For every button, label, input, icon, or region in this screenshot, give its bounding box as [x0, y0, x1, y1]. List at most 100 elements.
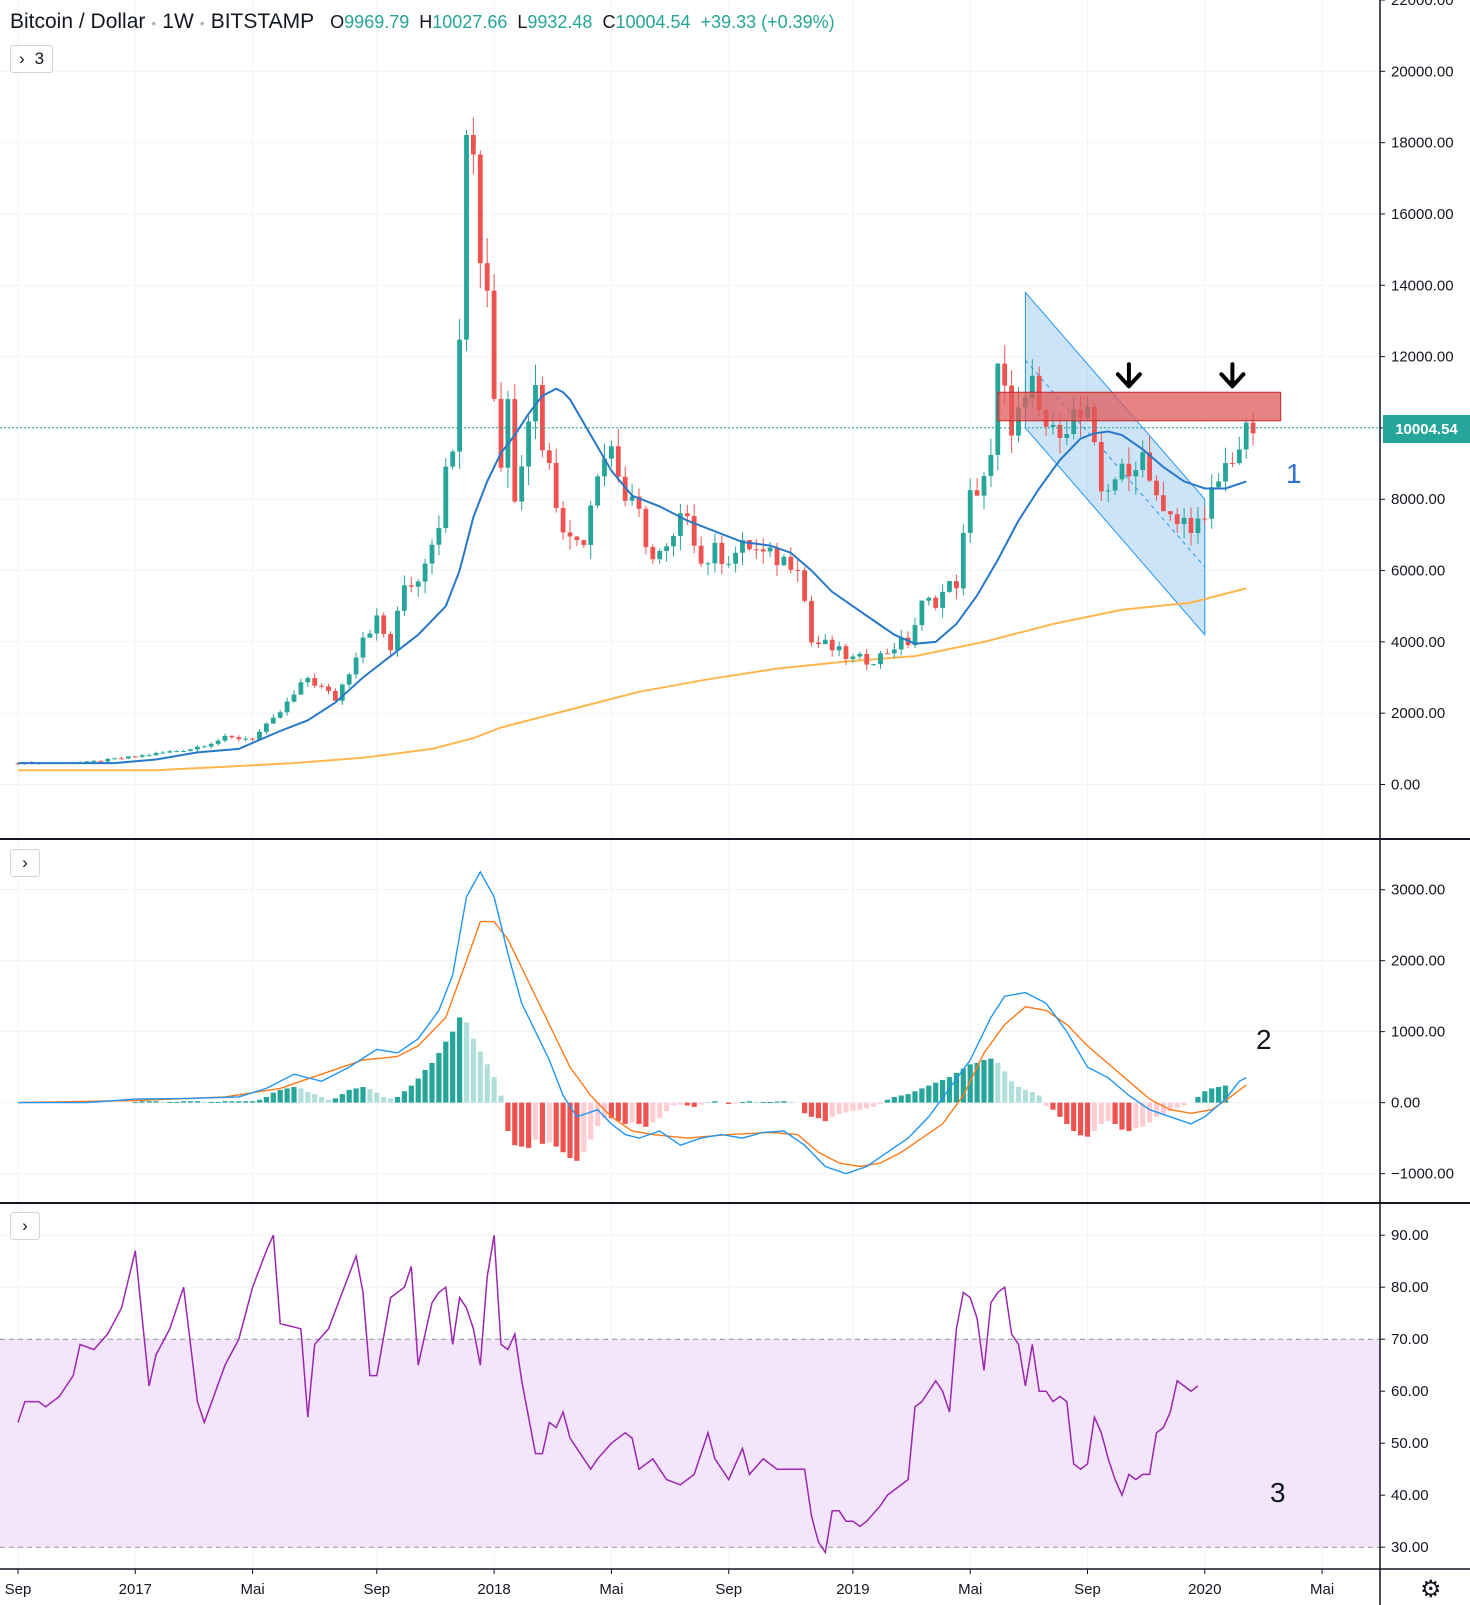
macd-histogram-bar [153, 1101, 159, 1103]
macd-histogram-bar [277, 1089, 283, 1103]
macd-histogram-bar [1098, 1102, 1104, 1124]
macd-histogram-bar [1057, 1102, 1063, 1117]
macd-histogram-bar [1222, 1085, 1229, 1103]
legend-separator: • [151, 15, 157, 31]
candle-body [229, 735, 235, 738]
macd-histogram-bar [960, 1068, 966, 1103]
channel-midline [1025, 359, 1206, 568]
macd-histogram-bar [546, 1102, 552, 1143]
macd-histogram-bar [588, 1102, 594, 1140]
exchange-label: BITSTAMP [210, 10, 315, 33]
macd-histogram-bar [526, 1102, 532, 1149]
macd-histogram-bar [305, 1091, 311, 1103]
macd-histogram-bar [1022, 1089, 1028, 1103]
macd-histogram-bar [284, 1088, 290, 1103]
gear-icon[interactable]: ⚙ [1420, 1576, 1442, 1603]
open-label: O [330, 12, 345, 32]
candle-body [381, 615, 387, 634]
macd-histogram-bar [443, 1041, 449, 1103]
candle-body [602, 458, 607, 477]
macd-histogram-bar [574, 1102, 580, 1161]
candle-body [822, 639, 828, 645]
macd-histogram-bar [381, 1096, 387, 1103]
macd-histogram-bar [767, 1101, 773, 1103]
candle-body [422, 563, 428, 582]
candle-body [367, 633, 373, 638]
macd-histogram-bar [1002, 1071, 1008, 1103]
macd-histogram-bar [532, 1102, 539, 1140]
candle-body [1112, 479, 1118, 491]
macd-histogram-bar [1195, 1096, 1201, 1103]
price-axis-label: 16000.00 [1391, 206, 1454, 223]
time-axis-label: Sep [5, 1581, 32, 1598]
rsi-pane-toggle-button[interactable]: › [10, 1212, 40, 1240]
candle-body [781, 556, 787, 566]
candle-body [926, 597, 932, 601]
macd-histogram-bar [291, 1087, 297, 1103]
macd-histogram-bar [222, 1101, 228, 1103]
macd-histogram-bar [905, 1094, 911, 1103]
macd-histogram-bar [1084, 1102, 1091, 1137]
candle-body [167, 751, 173, 753]
candle-body [1154, 480, 1159, 496]
interval-label[interactable]: 1W [162, 10, 194, 33]
candle-body [457, 339, 462, 452]
macd-histogram-bar [712, 1101, 718, 1103]
candle-body [1209, 487, 1215, 519]
candle-body [864, 653, 870, 665]
macd-histogram-bar [346, 1089, 352, 1103]
macd-histogram-bar [484, 1064, 490, 1103]
candle-body [615, 446, 621, 477]
macd-histogram-bar [1174, 1102, 1180, 1109]
macd-histogram-bar [353, 1088, 359, 1103]
candle-body [974, 490, 980, 496]
macd-histogram-bar [1202, 1091, 1208, 1103]
candle-body [540, 385, 545, 451]
price-axis-label: 2000.00 [1391, 705, 1445, 722]
price-axis-label: 22000.00 [1391, 0, 1454, 9]
macd-histogram-bar [871, 1102, 877, 1107]
macd-histogram-bar [229, 1101, 235, 1103]
candle-body [250, 738, 255, 740]
candle-body [1161, 495, 1166, 512]
candle-body [91, 760, 97, 762]
macd-histogram-bar [1050, 1102, 1056, 1110]
candle-body [1098, 442, 1104, 492]
indicators-toggle-button[interactable]: › 3 [10, 45, 54, 73]
macd-histogram-bar [815, 1102, 821, 1119]
macd-histogram-bar [988, 1058, 994, 1103]
symbol-name[interactable]: Bitcoin / Dollar [10, 10, 146, 33]
macd-histogram-bar [132, 1101, 138, 1103]
price-axis-label: 18000.00 [1391, 135, 1454, 152]
low-value: 9932.48 [527, 12, 593, 32]
candle-body [802, 570, 807, 601]
candle-body [333, 690, 338, 701]
candle-body [105, 758, 111, 762]
macd-histogram-bar [1009, 1081, 1015, 1103]
macd-histogram-bar [374, 1092, 380, 1103]
macd-histogram-bar [1112, 1102, 1118, 1124]
macd-histogram-bar [946, 1077, 953, 1103]
macd-histogram-bar [898, 1095, 904, 1103]
candle-body [795, 569, 801, 571]
macd-histogram-bar [174, 1101, 180, 1103]
macd-histogram-bar [298, 1088, 304, 1103]
macd-histogram-bar [160, 1101, 166, 1103]
candle-body [277, 712, 283, 718]
candle-body [753, 549, 759, 551]
time-axis-label: Mai [958, 1581, 982, 1598]
candle-body [374, 615, 380, 634]
price-axis-label: 12000.00 [1391, 349, 1454, 366]
macd-pane-toggle-button[interactable]: › [10, 849, 40, 877]
candle-body [284, 701, 290, 713]
macd-histogram-bar [822, 1102, 828, 1122]
candle-body [912, 625, 918, 646]
macd-histogram-bar [339, 1094, 345, 1103]
candle-body [257, 731, 262, 740]
candle-body [415, 581, 421, 587]
candle-body [1188, 517, 1194, 533]
macd-histogram-bar [319, 1096, 325, 1103]
macd-histogram-bar [312, 1094, 318, 1103]
annotation-two: 2 [1256, 1024, 1272, 1055]
